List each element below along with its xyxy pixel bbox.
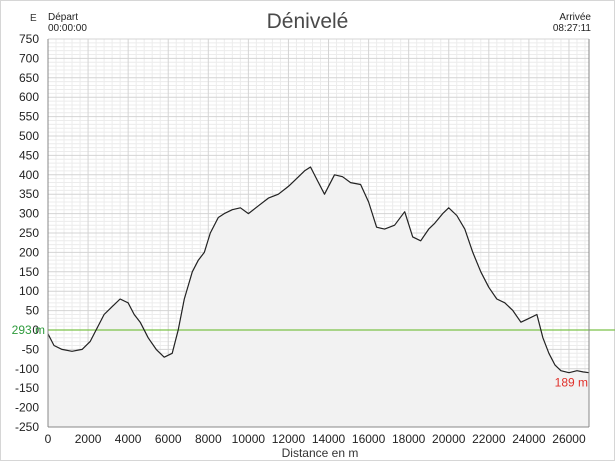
start-info: Départ 00:00:00 — [48, 12, 87, 34]
y-tick-label: -150 — [15, 381, 39, 395]
x-tick-label: 16000 — [352, 432, 386, 446]
y-tick-label: -250 — [15, 420, 39, 434]
start-time: 00:00:00 — [48, 23, 87, 34]
y-tick-label: 250 — [19, 226, 39, 240]
x-tick-label: 4000 — [115, 432, 142, 446]
y-tick-label: 150 — [19, 265, 39, 279]
end-time: 08:27:11 — [552, 23, 591, 34]
y-tick-label: 550 — [19, 110, 39, 124]
elevation-area — [48, 167, 589, 427]
end-info: Arrivée 08:27:11 — [553, 12, 591, 34]
x-tick-label: 2000 — [75, 432, 102, 446]
y-tick-label: 750 — [19, 32, 39, 46]
y-tick-label: 650 — [19, 71, 39, 85]
x-tick-label: 0 — [45, 432, 52, 446]
x-tick-label: 10000 — [232, 432, 266, 446]
x-tick-label: 26000 — [552, 432, 586, 446]
end-altitude-label: 189 m — [555, 376, 588, 390]
y-tick-label: 600 — [19, 90, 39, 104]
y-unit-label: E — [30, 13, 37, 24]
y-tick-label: 450 — [19, 148, 39, 162]
x-tick-label: 22000 — [472, 432, 506, 446]
y-tick-label: 100 — [19, 284, 39, 298]
x-axis-label: Distance en m — [281, 446, 359, 460]
y-tick-label: 500 — [19, 129, 39, 143]
end-label: Arrivée — [559, 12, 591, 23]
y-tick-label: 350 — [19, 187, 39, 201]
y-tick-label: 400 — [19, 168, 39, 182]
y-tick-label: 50 — [26, 304, 40, 318]
elevation-line — [47, 166, 590, 374]
y-tick-label: 300 — [19, 207, 39, 221]
reference-line-label: 293 m — [12, 323, 45, 337]
y-tick-label: 0 — [32, 323, 39, 337]
y-tick-label: 200 — [19, 245, 39, 259]
x-tick-label: 14000 — [312, 432, 346, 446]
start-label: Départ — [48, 12, 79, 23]
x-tick-label: 18000 — [392, 432, 426, 446]
x-tick-label: 8000 — [195, 432, 222, 446]
y-tick-label: 700 — [19, 51, 39, 65]
x-tick-label: 24000 — [512, 432, 546, 446]
x-tick-label: 6000 — [155, 432, 182, 446]
chart-title: Dénivelé — [266, 10, 349, 33]
y-tick-label: -50 — [22, 342, 40, 356]
y-tick-label: -200 — [15, 401, 39, 415]
y-tick-label: -100 — [15, 362, 39, 376]
x-tick-label: 20000 — [432, 432, 466, 446]
x-tick-label: 12000 — [272, 432, 306, 446]
